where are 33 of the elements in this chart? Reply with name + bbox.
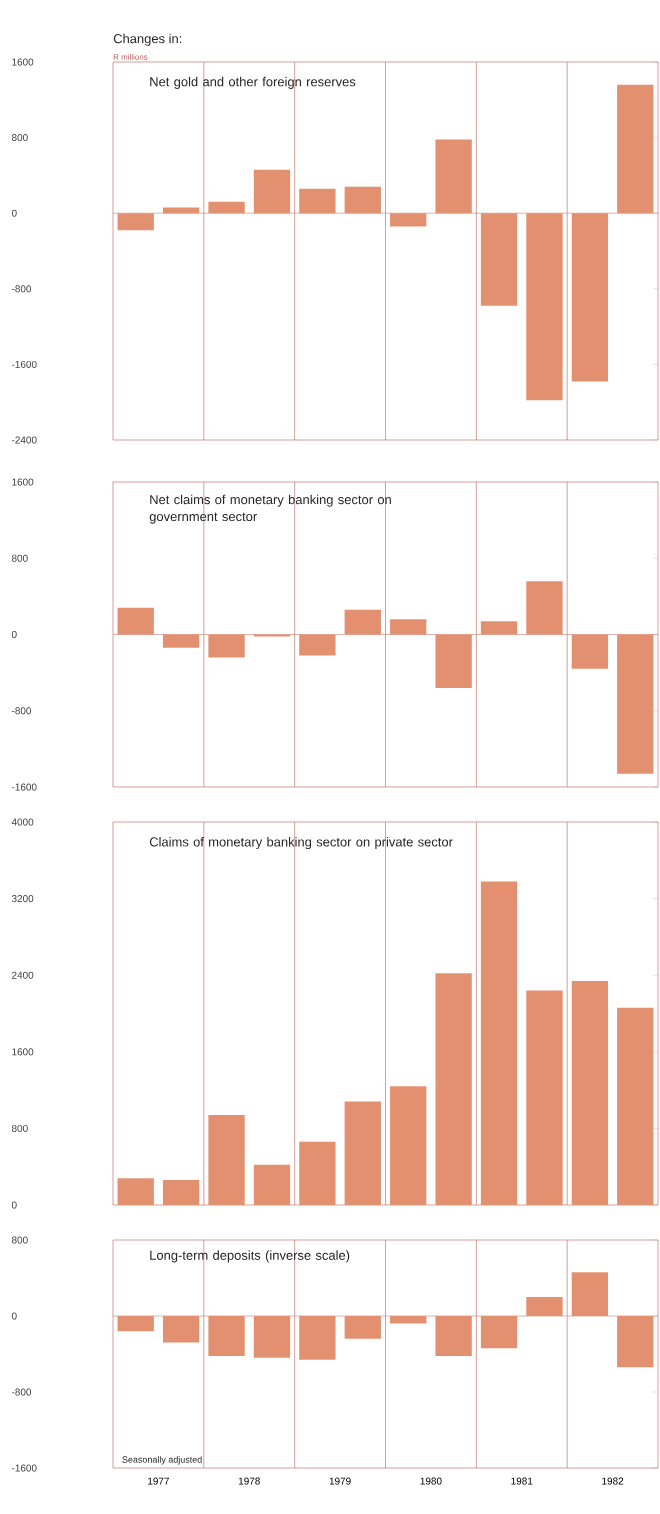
x-tick-label: 1979	[329, 1477, 351, 1485]
y-tick-label: 0	[11, 1312, 17, 1320]
text: Claims of monetary banking sector on private sector	[149, 837, 453, 850]
y-tick-label: 4000	[11, 818, 34, 826]
y-tick-label: -800	[11, 285, 32, 293]
y-tick-label: 0	[11, 1201, 17, 1209]
y-tick-label: -800	[11, 1388, 32, 1396]
y-tick-label: 0	[11, 630, 17, 639]
x-tick-label: 1980	[420, 1477, 442, 1485]
y-tick-label: -800	[11, 707, 32, 715]
y-tick-label: 1600	[12, 478, 34, 486]
y-tick-label: -2400	[11, 436, 37, 444]
y-tick-label: 1600	[12, 58, 34, 66]
text: Long-term deposits (inverse scale)	[150, 1250, 350, 1263]
y-tick-label: -1600	[11, 360, 37, 368]
y-tick-label: 800	[11, 1124, 28, 1132]
y-tick-label: 1600	[12, 1048, 34, 1056]
y-tick-label: 0	[11, 209, 17, 217]
x-tick-label: 1982	[602, 1477, 624, 1485]
y-tick-label: -1600	[11, 783, 37, 791]
y-tick-label: 3200	[11, 895, 34, 903]
annotation: Seasonally adjusted	[122, 1456, 202, 1465]
x-tick-label: 1978	[238, 1477, 260, 1485]
y-tick-label: 800	[11, 134, 28, 142]
text: Net claims of monetary banking sector on government sector	[149, 494, 391, 524]
x-tick-label: 1977	[148, 1477, 169, 1485]
text: Changes in:	[113, 33, 182, 46]
y-tick-label: 2400	[12, 971, 34, 979]
y-tick-label: 800	[11, 1236, 28, 1244]
y-tick-label: 800	[11, 554, 28, 562]
y-tick-label: -1600	[11, 1464, 37, 1472]
x-tick-label: 1981	[511, 1477, 533, 1485]
text: Net gold and other foreign reserves	[150, 76, 356, 89]
